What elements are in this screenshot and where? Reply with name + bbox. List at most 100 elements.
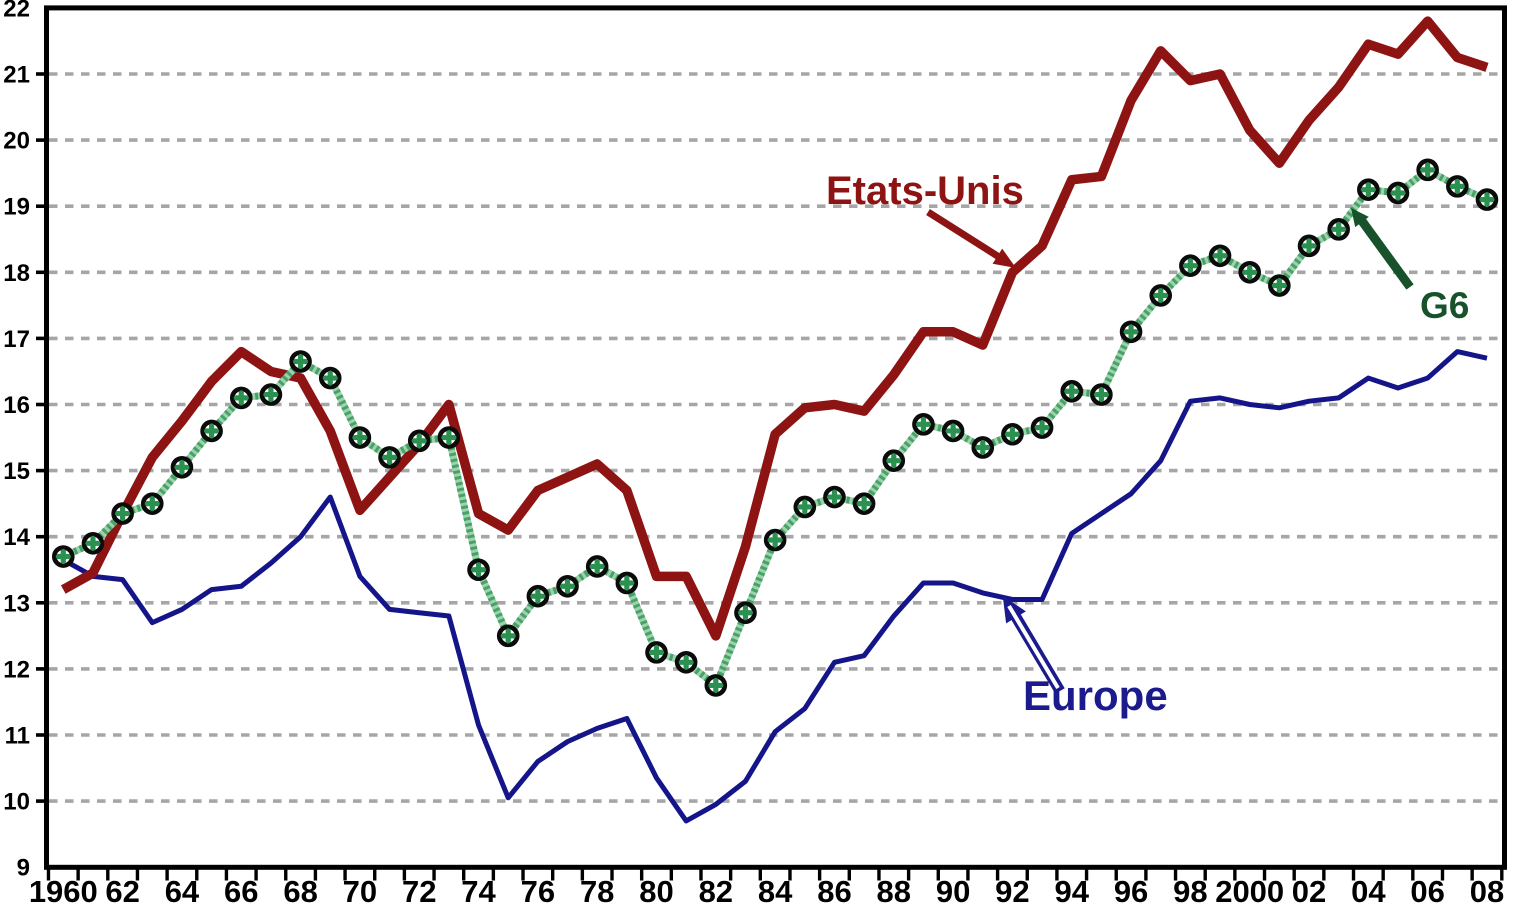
g6-marker-cross xyxy=(1004,426,1021,442)
x-axis-label: 74 xyxy=(461,874,496,909)
g6-marker-cross xyxy=(115,505,131,522)
g6-marker-cross xyxy=(1064,383,1080,399)
g6-marker xyxy=(1208,244,1232,268)
series-line-etats-unis xyxy=(60,16,1489,641)
y-axis-label: 21 xyxy=(3,62,30,89)
y-axis-label: 14 xyxy=(3,524,30,551)
g6-arrow-shaft xyxy=(1358,218,1414,290)
g6-marker xyxy=(81,532,105,555)
x-axis-label: 62 xyxy=(105,874,139,909)
g6-marker-cross xyxy=(648,644,665,660)
g6-marker-cross xyxy=(1301,238,1317,254)
g6-marker xyxy=(140,492,164,515)
x-axis-label: 66 xyxy=(224,874,258,909)
g6-marker xyxy=(1060,379,1084,403)
g6-marker xyxy=(378,446,401,469)
g6-marker xyxy=(170,455,194,479)
g6-marker xyxy=(289,350,312,373)
g6-marker-cross xyxy=(559,578,576,594)
annotation-europe: Europe xyxy=(1002,595,1168,719)
x-axis-label: 06 xyxy=(1410,874,1444,909)
x-axis-label: 04 xyxy=(1351,874,1386,909)
y-axis-label: 17 xyxy=(3,326,30,353)
g6-marker-cross xyxy=(352,429,368,446)
europe-arrow-shaft-inner xyxy=(1007,604,1060,690)
y-axis-label: 22 xyxy=(3,0,30,22)
g6-marker xyxy=(645,641,668,664)
g6-marker-cross xyxy=(263,386,279,403)
x-axis-label: 76 xyxy=(521,874,555,909)
y-axis-label: 11 xyxy=(5,723,30,750)
g6-marker-cross xyxy=(530,588,546,604)
g6-marker xyxy=(882,449,906,472)
g6-marker xyxy=(823,485,846,509)
x-axis-label: 88 xyxy=(877,874,911,909)
y-axis-label: 16 xyxy=(3,392,30,419)
x-axis-label: 82 xyxy=(699,874,733,909)
g6-marker-cross xyxy=(500,628,516,644)
series-label-europe: Europe xyxy=(1023,672,1168,719)
g6-marker xyxy=(793,495,817,519)
x-axis-label: 90 xyxy=(936,874,970,909)
g6-marker-cross xyxy=(1390,185,1406,201)
g6-marker xyxy=(1357,178,1380,201)
g6-marker xyxy=(1030,416,1054,439)
y-axis-label: 20 xyxy=(3,128,30,155)
g6-marker-cross xyxy=(1034,420,1050,436)
g6-marker-cross xyxy=(1479,191,1495,208)
g6-marker xyxy=(1386,181,1410,205)
series-line-g6-base xyxy=(61,166,1489,689)
g6-arrow-head xyxy=(1351,208,1369,228)
x-axis-label: 64 xyxy=(165,874,200,909)
g6-marker xyxy=(467,558,490,582)
g6-marker-cross xyxy=(441,429,457,446)
ticks-layer xyxy=(36,72,1504,881)
g6-marker-cross xyxy=(915,416,932,432)
g6-marker xyxy=(1268,274,1291,297)
x-axis-label: 08 xyxy=(1470,874,1504,909)
x-axis-label: 98 xyxy=(1173,874,1207,909)
g6-marker-cross xyxy=(1153,287,1169,304)
g6-marker xyxy=(971,436,995,459)
g6-marker xyxy=(1001,422,1024,446)
x-axis-label: 70 xyxy=(343,874,377,909)
g6-marker xyxy=(1179,254,1202,277)
series-line-europe xyxy=(62,349,1488,824)
x-axis-label: 68 xyxy=(283,874,317,909)
g6-marker xyxy=(704,674,728,697)
g6-marker xyxy=(1119,320,1143,344)
g6-marker-cross xyxy=(204,423,220,439)
g6-marker-cross xyxy=(381,449,398,465)
series-label-etats-unis: Etats-Unis xyxy=(826,169,1024,213)
g6-marker-cross xyxy=(797,499,813,515)
g6-marker-cross xyxy=(55,548,71,565)
y-axis-label: 19 xyxy=(3,194,30,221)
g6-marker xyxy=(734,601,757,625)
series-label-g6: G6 xyxy=(1420,285,1469,326)
x-axis-label: 84 xyxy=(758,874,793,909)
g6-marker xyxy=(407,429,431,453)
g6-marker xyxy=(852,492,876,515)
g6-marker xyxy=(1238,260,1261,284)
g6-marker-cross xyxy=(292,353,309,370)
g6-marker-cross xyxy=(945,423,961,439)
y-axis-label: 12 xyxy=(3,656,30,683)
g6-marker xyxy=(1416,158,1439,182)
g6-marker xyxy=(763,528,787,552)
y-axis-label: 13 xyxy=(3,590,30,617)
g6-marker xyxy=(229,386,253,410)
g6-marker xyxy=(585,555,609,578)
x-axis-label: 94 xyxy=(1054,874,1089,909)
g6-marker-cross xyxy=(1449,178,1465,194)
etats-unis-arrow-shaft xyxy=(926,209,1001,260)
g6-marker-cross xyxy=(144,496,160,512)
g6-marker-cross xyxy=(1212,248,1228,264)
x-axis-label: 2000 xyxy=(1215,874,1284,909)
x-axis-label: 80 xyxy=(639,874,673,909)
g6-marker-cross xyxy=(470,562,487,578)
g6-marker-cross xyxy=(856,496,872,512)
g6-marker-cross xyxy=(589,558,605,575)
g6-marker-cross xyxy=(1123,324,1139,340)
g6-marker-cross xyxy=(1271,277,1287,294)
